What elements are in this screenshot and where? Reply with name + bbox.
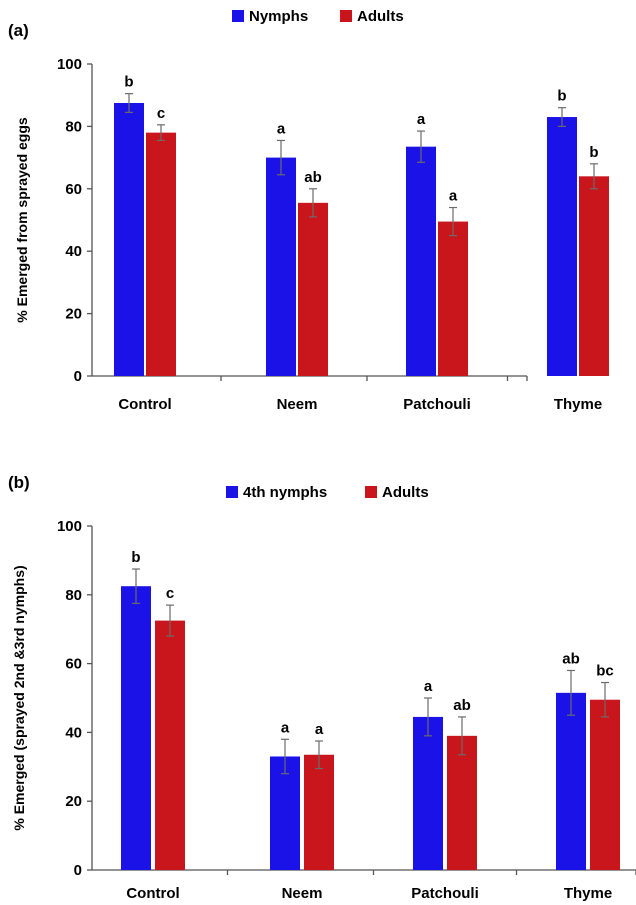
- bar-4th-nymphs-patchouli: [413, 716, 443, 870]
- significance-label: b: [131, 549, 140, 566]
- significance-label: a: [277, 120, 286, 137]
- legend-swatch-1: [340, 10, 352, 22]
- x-category-label: Control: [126, 885, 179, 902]
- significance-label: a: [449, 188, 458, 205]
- legend-swatch-1: [365, 486, 377, 498]
- y-tick-label: 0: [74, 862, 82, 879]
- bar-nymphs-control: [114, 103, 144, 376]
- x-category-label: Patchouli: [403, 396, 471, 413]
- y-tick-label: 100: [57, 518, 82, 535]
- y-tick-label: 20: [65, 793, 82, 810]
- y-axis-title: % Emerged from sprayed eggs: [14, 117, 30, 323]
- bar-adults-neem: [304, 754, 334, 870]
- panel-label: (b): [8, 473, 30, 492]
- x-category-label: Thyme: [554, 396, 602, 413]
- bar-adults-neem: [298, 202, 328, 376]
- x-category-label: Neem: [277, 396, 318, 413]
- significance-label: a: [315, 721, 324, 738]
- significance-label: b: [589, 144, 598, 161]
- bar-adults-thyme: [579, 176, 609, 376]
- significance-label: a: [417, 111, 426, 128]
- significance-label: a: [281, 719, 290, 736]
- bar-nymphs-neem: [266, 157, 296, 376]
- significance-label: b: [557, 88, 566, 105]
- y-tick-label: 60: [65, 656, 82, 673]
- x-category-label: Thyme: [564, 885, 612, 902]
- legend-swatch-0: [232, 10, 244, 22]
- y-tick-label: 60: [65, 181, 82, 198]
- y-tick-label: 100: [57, 56, 82, 73]
- y-axis-title: % Emerged (sprayed 2nd &3rd nymphs): [11, 565, 27, 830]
- x-category-label: Control: [118, 396, 171, 413]
- bar-adults-control: [155, 620, 185, 870]
- significance-label: ab: [453, 697, 471, 714]
- y-tick-label: 20: [65, 306, 82, 323]
- significance-label: c: [157, 105, 165, 122]
- significance-label: bc: [596, 663, 614, 680]
- y-tick-label: 80: [65, 118, 82, 135]
- bar-adults-control: [146, 132, 176, 376]
- bar-adults-thyme: [590, 699, 620, 870]
- x-category-label: Neem: [282, 885, 323, 902]
- x-category-label: Patchouli: [411, 885, 479, 902]
- y-tick-label: 40: [65, 724, 82, 741]
- legend-label-0: Nymphs: [249, 8, 308, 25]
- legend-swatch-0: [226, 486, 238, 498]
- y-tick-label: 40: [65, 243, 82, 260]
- bar-4th-nymphs-thyme: [556, 692, 586, 870]
- panel-label: (a): [8, 21, 29, 40]
- legend-label-1: Adults: [382, 484, 429, 501]
- significance-label: ab: [304, 169, 322, 186]
- y-tick-label: 80: [65, 587, 82, 604]
- bar-nymphs-thyme: [547, 117, 577, 376]
- significance-label: ab: [562, 650, 580, 667]
- bar-nymphs-patchouli: [406, 146, 436, 376]
- bar-4th-nymphs-neem: [270, 756, 300, 870]
- significance-label: b: [124, 74, 133, 91]
- legend-label-0: 4th nymphs: [243, 484, 327, 501]
- bar-adults-patchouli: [447, 735, 477, 870]
- significance-label: c: [166, 585, 174, 602]
- bar-4th-nymphs-control: [121, 586, 151, 870]
- y-tick-label: 0: [74, 368, 82, 385]
- bar-adults-patchouli: [438, 221, 468, 376]
- significance-label: a: [424, 678, 433, 695]
- legend-label-1: Adults: [357, 8, 404, 25]
